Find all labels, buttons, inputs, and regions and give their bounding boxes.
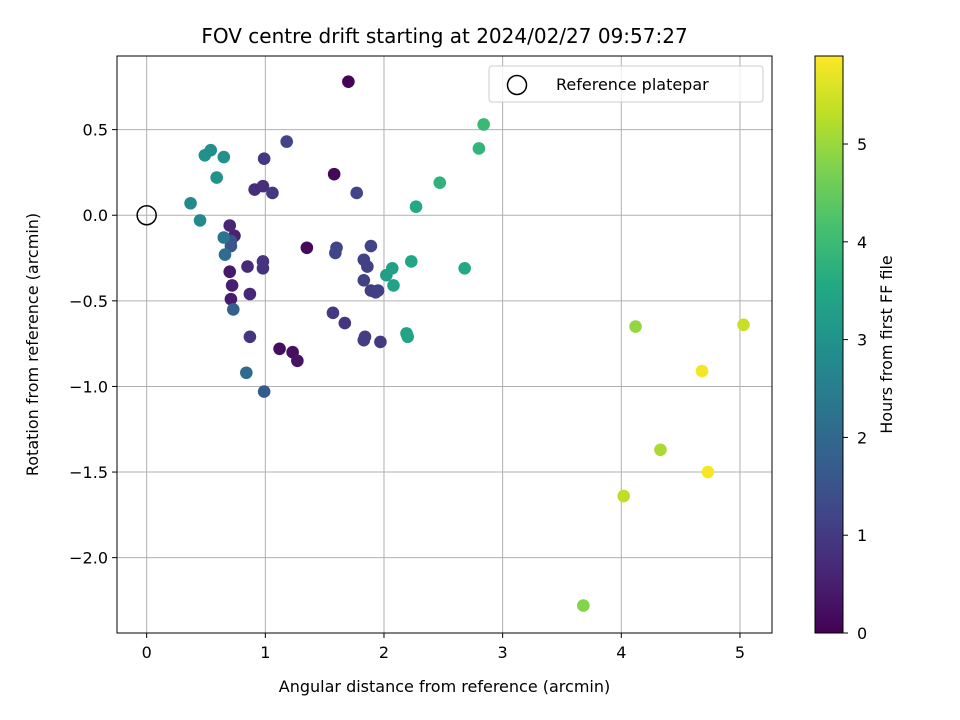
data-point <box>401 330 415 344</box>
data-point <box>217 231 231 244</box>
y-tick-label: −1.0 <box>69 377 108 396</box>
y-tick-label: 0.0 <box>83 206 108 225</box>
data-point <box>617 489 630 503</box>
data-point <box>257 152 271 166</box>
data-point <box>256 179 270 193</box>
x-tick-label: 1 <box>260 643 270 662</box>
data-point <box>629 320 642 333</box>
y-tick-label: 0.5 <box>83 121 108 140</box>
data-point <box>217 150 231 164</box>
data-point <box>577 599 590 612</box>
legend-marker-icon <box>506 74 528 96</box>
data-point <box>737 318 750 332</box>
data-point <box>273 342 286 356</box>
data-point <box>193 214 207 227</box>
data-point <box>223 219 237 232</box>
data-point <box>300 241 314 255</box>
data-point <box>280 135 293 148</box>
data-point <box>184 196 197 210</box>
legend-box <box>488 65 764 103</box>
data-point <box>257 385 271 398</box>
data-point <box>374 335 387 349</box>
colorbar-tick-label: 3 <box>857 331 867 350</box>
plot-frame <box>116 55 773 634</box>
data-point <box>224 292 238 306</box>
data-point <box>204 143 218 157</box>
data-point <box>477 118 490 131</box>
colorbar-frame <box>814 55 844 634</box>
data-point <box>226 303 240 316</box>
data-point <box>225 279 239 292</box>
colorbar-tick-label: 4 <box>857 233 867 252</box>
data-point <box>458 262 471 275</box>
data-point <box>409 200 423 213</box>
data-point <box>371 284 385 297</box>
data-point <box>472 142 486 155</box>
colorbar-label: Hours from first FF file <box>877 255 896 434</box>
reference-marker <box>136 204 157 226</box>
colorbar-tick-label: 1 <box>857 526 867 545</box>
data-point <box>291 354 304 368</box>
data-points <box>184 75 750 612</box>
x-tick-label: 5 <box>735 643 745 662</box>
x-tick-label: 3 <box>498 643 508 662</box>
colorbar-tick-label: 0 <box>857 624 867 643</box>
data-point <box>342 75 355 88</box>
data-point <box>266 186 279 200</box>
legend: Reference platepar <box>488 65 764 103</box>
colorbar <box>815 56 843 633</box>
data-point <box>240 366 253 380</box>
data-point <box>695 364 709 378</box>
colorbar-tick-label: 5 <box>857 135 867 154</box>
x-axis-ticks: 0 1 2 3 4 5 <box>142 633 745 662</box>
data-point <box>326 306 340 320</box>
data-point <box>243 287 257 301</box>
data-point <box>364 239 378 253</box>
data-point <box>256 255 270 268</box>
data-point <box>218 248 232 261</box>
grid-lines <box>117 56 772 633</box>
data-point <box>654 443 667 457</box>
data-point <box>327 167 341 181</box>
data-point <box>358 330 372 344</box>
data-point <box>357 273 371 287</box>
y-tick-label: −0.5 <box>69 292 108 311</box>
data-point <box>210 171 223 184</box>
data-point <box>357 253 371 267</box>
data-point <box>223 265 237 279</box>
chart-title: FOV centre drift starting at 2024/02/27 … <box>201 24 687 48</box>
data-point <box>385 262 399 275</box>
legend-label: Reference platepar <box>556 75 709 94</box>
data-point <box>338 316 352 330</box>
data-point <box>243 330 257 344</box>
data-point <box>433 176 447 190</box>
data-point <box>330 241 343 255</box>
x-tick-label: 2 <box>379 643 389 662</box>
data-point <box>350 186 363 200</box>
data-point <box>241 260 254 273</box>
x-axis-label: Angular distance from reference (arcmin) <box>279 677 610 696</box>
x-tick-label: 0 <box>142 643 152 662</box>
y-axis-ticks: −2.0 −1.5 −1.0 −0.5 0.0 0.5 <box>69 121 117 568</box>
data-point <box>387 279 400 292</box>
data-point <box>701 465 715 479</box>
y-tick-label: −2.0 <box>69 549 108 568</box>
y-axis-label: Rotation from reference (arcmin) <box>23 213 42 476</box>
colorbar-tick-label: 2 <box>857 428 867 447</box>
x-tick-label: 4 <box>616 643 626 662</box>
colorbar-ticks: 0 1 2 3 4 5 <box>843 135 867 643</box>
data-point <box>404 255 418 268</box>
y-tick-label: −1.5 <box>69 463 108 482</box>
